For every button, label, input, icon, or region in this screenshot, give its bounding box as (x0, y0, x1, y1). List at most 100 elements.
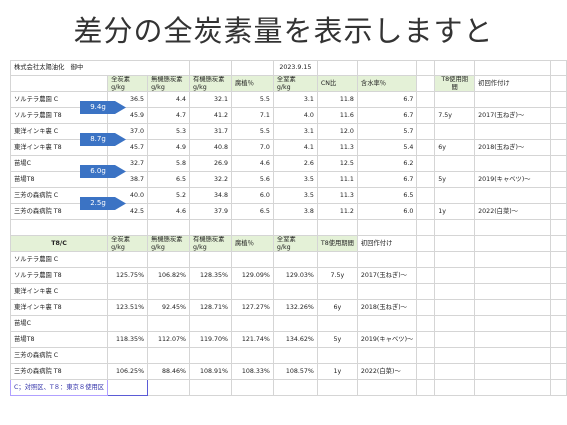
top-header-5[interactable]: CN比 (316, 75, 358, 92)
bottom-row-crop[interactable]: 2017(玉ねぎ)～ (356, 267, 418, 284)
bottom-row-period[interactable] (316, 283, 358, 300)
sheet-cell[interactable] (416, 187, 436, 204)
top-row-value[interactable]: 5.2 (147, 187, 191, 204)
top-row-value[interactable]: 32.1 (189, 91, 232, 108)
bottom-row-period[interactable]: 5y (316, 331, 358, 348)
sheet-cell[interactable] (356, 379, 418, 396)
top-row-value[interactable]: 2.6 (272, 155, 318, 172)
sheet-cell[interactable] (189, 379, 232, 396)
top-row-value[interactable]: 12.5 (316, 155, 358, 172)
bottom-row-value[interactable]: 129.09% (230, 267, 274, 284)
sheet-cell[interactable] (356, 60, 418, 76)
bottom-row-value[interactable] (147, 347, 191, 364)
top-row-period[interactable]: 7.5y (434, 107, 476, 124)
sheet-cell[interactable] (147, 379, 191, 396)
top-row-value[interactable]: 6.7 (356, 171, 418, 188)
sheet-cell[interactable] (550, 139, 567, 156)
top-row-period[interactable]: 6y (434, 139, 476, 156)
sheet-cell[interactable] (550, 75, 567, 92)
top-row-value[interactable]: 4.4 (147, 91, 191, 108)
top-row-value[interactable]: 5.5 (230, 123, 274, 140)
sheet-cell[interactable] (550, 267, 567, 284)
top-row-value[interactable]: 7.1 (230, 107, 274, 124)
sheet-cell[interactable] (434, 283, 476, 300)
sheet-cell[interactable] (474, 251, 552, 268)
sheet-cell[interactable] (416, 235, 436, 252)
top-row-value[interactable]: 6.7 (356, 107, 418, 124)
bottom-row-value[interactable]: 118.35% (107, 331, 149, 348)
sheet-cell[interactable] (434, 363, 476, 380)
top-row-value[interactable]: 4.7 (147, 107, 191, 124)
top-header-8[interactable]: T8使用期間 (434, 75, 476, 92)
top-row-value[interactable]: 32.2 (189, 171, 232, 188)
top-header-7[interactable] (416, 75, 436, 92)
sheet-cell[interactable] (550, 91, 567, 108)
bottom-row-value[interactable] (272, 347, 318, 364)
top-row-value[interactable]: 4.0 (272, 107, 318, 124)
top-header-3[interactable]: 腐植％ (230, 75, 274, 92)
top-row-value[interactable]: 41.2 (189, 107, 232, 124)
top-header-0[interactable]: 全炭素 g/kg (107, 75, 149, 92)
sheet-cell[interactable] (550, 171, 567, 188)
bottom-row-crop[interactable]: 2019(キャベツ)～ (356, 331, 418, 348)
sheet-cell[interactable] (416, 347, 436, 364)
top-row-value[interactable]: 4.6 (230, 155, 274, 172)
sheet-cell[interactable] (434, 299, 476, 316)
sheet-cell[interactable] (474, 235, 552, 252)
sheet-cell[interactable] (416, 251, 436, 268)
bottom-row-name[interactable]: ソルテラ農園 T8 (9, 267, 109, 284)
sheet-cell[interactable] (474, 219, 552, 236)
sheet-cell[interactable] (416, 171, 436, 188)
sheet-cell[interactable] (189, 219, 232, 236)
top-row-value[interactable]: 4.6 (147, 203, 191, 220)
bottom-row-value[interactable] (272, 315, 318, 332)
top-row-value[interactable]: 11.8 (316, 91, 358, 108)
top-row-value[interactable]: 11.1 (316, 171, 358, 188)
sheet-cell[interactable] (416, 139, 436, 156)
bottom-row-value[interactable]: 108.33% (230, 363, 274, 380)
top-row-value[interactable]: 5.4 (356, 139, 418, 156)
bottom-row-crop[interactable]: 2018(玉ねぎ)～ (356, 299, 418, 316)
bottom-row-value[interactable]: 121.74% (230, 331, 274, 348)
bottom-row-value[interactable] (107, 315, 149, 332)
sheet-cell[interactable] (416, 219, 436, 236)
bottom-row-value[interactable] (147, 283, 191, 300)
bottom-header-6[interactable]: 初回作付け (356, 235, 418, 252)
top-row-value[interactable]: 5.6 (230, 171, 274, 188)
sheet-cell[interactable] (416, 155, 436, 172)
bottom-header-2[interactable]: 有機態炭素 g/kg (189, 235, 232, 252)
sheet-cell[interactable] (474, 283, 552, 300)
bottom-row-value[interactable]: 127.27% (230, 299, 274, 316)
top-row-value[interactable]: 6.0 (230, 187, 274, 204)
sheet-cell[interactable] (474, 363, 552, 380)
top-row-period[interactable] (434, 91, 476, 108)
sheet-cell[interactable] (434, 60, 476, 76)
bottom-row-crop[interactable] (356, 283, 418, 300)
bottom-row-crop[interactable] (356, 251, 418, 268)
top-row-value[interactable]: 3.1 (272, 91, 318, 108)
top-row-value[interactable]: 40.8 (189, 139, 232, 156)
sheet-cell[interactable] (272, 379, 318, 396)
top-row-crop[interactable]: 2017(玉ねぎ)～ (474, 107, 552, 124)
bottom-row-value[interactable]: 108.91% (189, 363, 232, 380)
sheet-cell[interactable] (316, 219, 358, 236)
sheet-cell[interactable] (550, 363, 567, 380)
top-row-value[interactable]: 37.9 (189, 203, 232, 220)
sheet-cell[interactable] (550, 235, 567, 252)
sheet-cell[interactable] (9, 75, 109, 92)
top-row-value[interactable]: 6.7 (356, 91, 418, 108)
sheet-cell[interactable] (230, 379, 274, 396)
bottom-header-1[interactable]: 無機態炭素 g/kg (147, 235, 191, 252)
sheet-cell[interactable] (550, 331, 567, 348)
bottom-row-value[interactable]: 128.35% (189, 267, 232, 284)
top-row-crop[interactable] (474, 91, 552, 108)
bottom-row-value[interactable]: 129.03% (272, 267, 318, 284)
sheet-cell[interactable] (550, 187, 567, 204)
bottom-row-name[interactable]: 東洋インキ裏 T8 (9, 299, 109, 316)
sheet-cell[interactable] (356, 219, 418, 236)
sheet-cell[interactable] (474, 331, 552, 348)
top-row-value[interactable]: 3.1 (272, 123, 318, 140)
sheet-cell[interactable] (550, 203, 567, 220)
sheet-cell[interactable] (416, 363, 436, 380)
sheet-cell[interactable] (272, 219, 318, 236)
